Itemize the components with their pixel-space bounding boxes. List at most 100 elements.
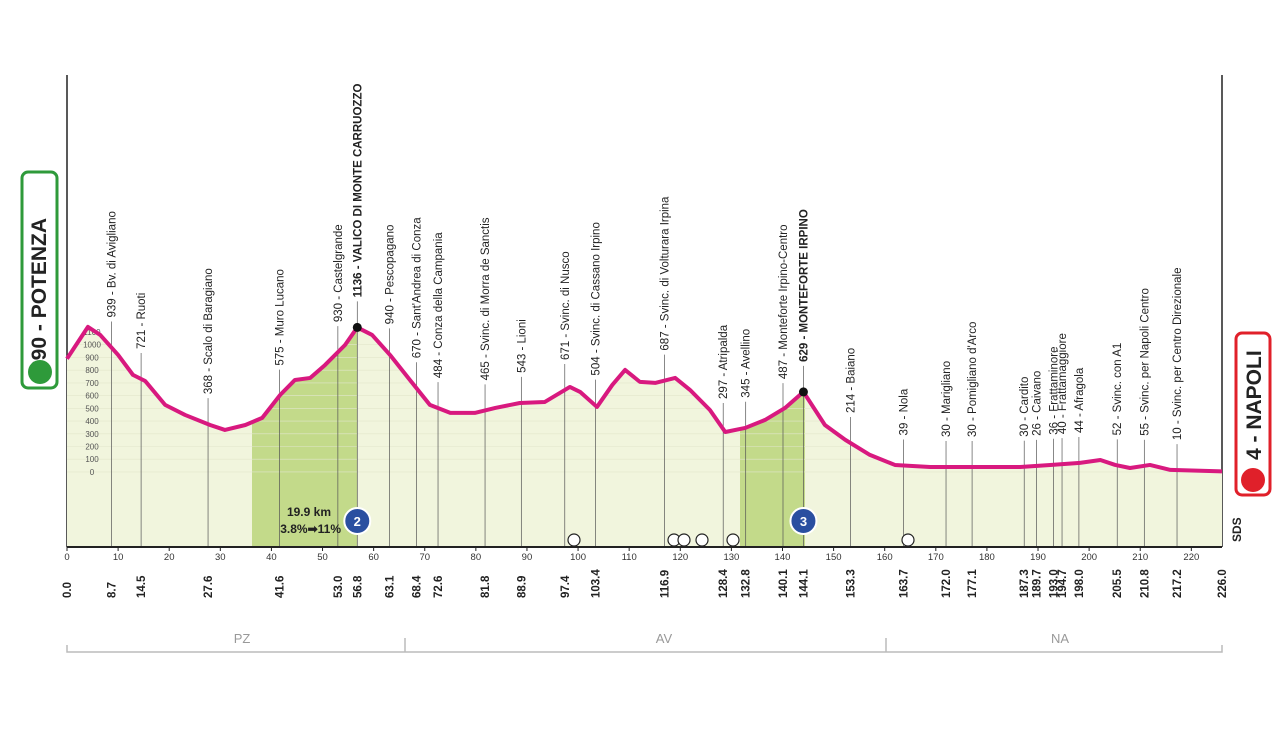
y-tick-label: 700: [85, 379, 99, 388]
km-label: 163.7: [899, 569, 911, 598]
y-tick-label: 900: [85, 353, 99, 362]
waypoint-label: 465 - Svinc. di Morra de Sanctis: [480, 217, 492, 380]
waypoint-label: 543 - Lioni: [516, 319, 528, 373]
km-label: 189.7: [1031, 569, 1043, 598]
km-label: 210.8: [1139, 569, 1151, 598]
x-tick-label: 150: [826, 552, 842, 563]
x-tick-label: 180: [979, 552, 995, 563]
km-label: 41.6: [275, 576, 287, 598]
waypoint-label: 939 - Bv. di Avigliano: [106, 211, 118, 317]
waypoint-label: 214 - Baiano: [845, 348, 857, 413]
x-tick-label: 40: [266, 552, 277, 563]
waypoint-label: 26 - Caivano: [1031, 371, 1043, 436]
region-bar: [66, 638, 1223, 653]
waypoint-label: 345 - Avellino: [741, 329, 753, 398]
x-tick-label: 190: [1030, 552, 1046, 563]
km-label: 144.1: [798, 569, 810, 598]
km-label: 132.8: [741, 569, 753, 598]
x-tick-label: 210: [1132, 552, 1148, 563]
km-label: 153.3: [845, 569, 857, 598]
km-label: 128.4: [718, 569, 730, 598]
x-tick-label: 120: [672, 552, 688, 563]
waypoint-label: 484 - Conza della Campania: [433, 232, 445, 378]
waypoint-label: 721 - Ruoti: [136, 293, 148, 349]
summit-dot: [352, 322, 362, 332]
km-label: 116.9: [659, 570, 671, 598]
y-tick-label: 500: [85, 404, 99, 413]
waypoint-label: 671 - Svinc. di Nusco: [560, 251, 572, 360]
x-tick-label: 80: [471, 552, 482, 563]
y-tick-label: 300: [85, 430, 99, 439]
route-icon: [567, 533, 581, 547]
waypoint-label: 40 - Frattamaggiore: [1057, 333, 1069, 434]
climb-badge: [343, 507, 372, 535]
climb-badge: [789, 507, 818, 535]
x-tick-label: 90: [522, 552, 533, 563]
start-icon: [28, 360, 52, 384]
waypoint-label: 30 - Pomigliano d'Arco: [967, 322, 979, 437]
x-tick-label: 10: [113, 552, 124, 563]
x-tick-label: 170: [928, 552, 944, 563]
y-tick-label: 400: [85, 417, 99, 426]
x-tick-label: 30: [215, 552, 226, 563]
x-tick-label: 160: [877, 552, 893, 563]
x-tick-label: 140: [775, 552, 791, 563]
km-label: 187.3: [1019, 569, 1031, 598]
km-label: 14.5: [136, 575, 148, 598]
waypoint-label: 368 - Scalo di Baragiano: [203, 268, 215, 394]
climb-category: 3: [800, 514, 807, 529]
start-label: 890 - POTENZA: [28, 218, 51, 372]
x-tick-label: 130: [723, 552, 739, 563]
profile-line: [65, 324, 1223, 474]
y-tick-label: 100: [85, 455, 99, 464]
logo: SDS: [1230, 517, 1244, 542]
x-tick-label: 100: [570, 552, 586, 563]
route-icon: [677, 533, 691, 547]
waypoint-label: 629 - MONTEFORTE IRPINO: [798, 209, 810, 362]
waypoint-label: 504 - Svinc. di Cassano Irpino: [590, 222, 602, 375]
km-label: 198.0: [1074, 569, 1086, 598]
route-icon: [901, 533, 915, 547]
waypoint-label: 670 - Sant'Andrea di Conza: [412, 217, 424, 359]
km-label: 88.9: [516, 576, 528, 598]
km-label: 205.5: [1112, 569, 1124, 598]
finish-icon: [1241, 468, 1265, 492]
summit-dot: [798, 387, 808, 397]
waypoint-label: 36 - Frattaminore: [1048, 347, 1060, 435]
y-tick-label: 0: [90, 468, 95, 477]
waypoint-label: 52 - Svinc. con A1: [1112, 343, 1124, 436]
y-tick-label: 1100: [83, 328, 101, 337]
y-tick-label: 1000: [83, 341, 101, 350]
km-label: 97.4: [560, 575, 572, 598]
finish-badge: [1234, 331, 1272, 497]
region-label: NA: [1051, 631, 1069, 646]
waypoint-label: 10 - Svinc. per Centro Direzionale: [1172, 268, 1184, 441]
region-bracket: [66, 638, 1223, 653]
x-tick-label: 220: [1183, 552, 1199, 563]
km-label: 27.6: [203, 576, 215, 598]
y-tick-label: 800: [85, 366, 99, 375]
waypoint-label: 1136 - VALICO DI MONTE CARRUOZZO: [352, 84, 364, 298]
km-label: 0.0: [62, 582, 74, 598]
x-tick-label: 20: [164, 552, 175, 563]
km-label: 217.2: [1172, 569, 1184, 598]
finish-label: 4 - NAPOLI: [1243, 350, 1266, 460]
waypoint-label: 687 - Svinc. di Volturara Irpina: [659, 196, 671, 351]
x-tick-label: 70: [419, 552, 430, 563]
km-label: 63.1: [384, 575, 396, 598]
climb-gradient: 3.8%➡11%: [280, 522, 341, 536]
km-label: 72.6: [433, 576, 445, 598]
x-tick-label: 50: [317, 552, 328, 563]
x-tick-label: 60: [368, 552, 379, 563]
climb-length: 19.9 km: [287, 505, 331, 519]
km-label: 194.7: [1057, 569, 1069, 598]
km-label: 53.0: [333, 576, 345, 598]
km-label: 56.8: [352, 575, 364, 598]
km-label: 8.7: [106, 582, 118, 598]
start-badge: [20, 170, 59, 390]
climb-category: 2: [354, 514, 361, 529]
region-label: AV: [656, 631, 673, 646]
waypoint-label: 44 - Afragola: [1074, 367, 1086, 433]
y-tick-label: 600: [85, 392, 99, 401]
